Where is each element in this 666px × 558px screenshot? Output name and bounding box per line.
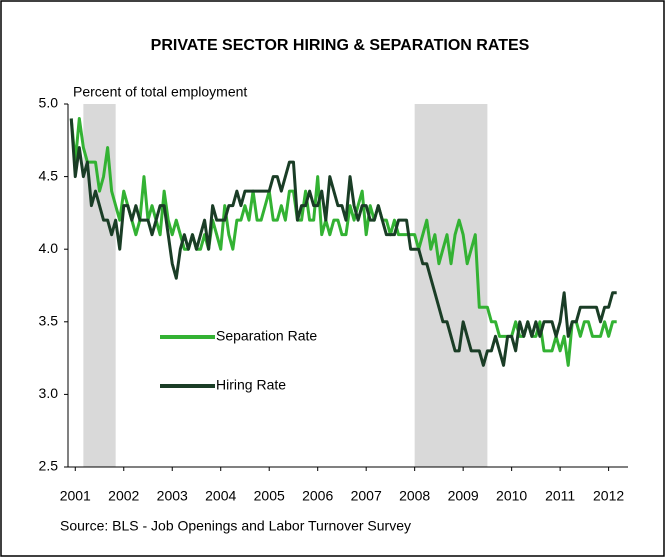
x-tick-label: 2008 — [399, 488, 430, 504]
x-tick-label: 2009 — [448, 488, 479, 504]
x-tick-label: 2011 — [545, 488, 575, 504]
shaded-period — [414, 104, 488, 467]
chart-title: PRIVATE SECTOR HIRING & SEPARATION RATES — [151, 37, 530, 54]
y-tick-label: 4.0 — [39, 240, 59, 256]
x-tick-label: 2001 — [60, 488, 91, 504]
y-tick-label: 3.5 — [39, 313, 59, 329]
x-tick-label: 2005 — [254, 488, 285, 504]
y-tick-label: 2.5 — [39, 458, 59, 474]
source-note: Source: BLS - Job Openings and Labor Tur… — [60, 518, 411, 534]
legend-label: Hiring Rate — [216, 377, 286, 393]
legend-label: Separation Rate — [216, 328, 317, 344]
x-tick-label: 2002 — [108, 488, 139, 504]
x-tick-label: 2007 — [351, 488, 382, 504]
x-tick-label: 2006 — [302, 488, 333, 504]
series-line — [69, 118, 617, 367]
x-tick-label: 2012 — [593, 488, 624, 504]
y-tick-label: 4.5 — [39, 167, 59, 183]
x-tick-label: 2004 — [205, 488, 236, 504]
shaded-period — [83, 104, 116, 467]
x-tick-label: 2003 — [157, 488, 188, 504]
y-axis-label: Percent of total employment — [73, 84, 247, 100]
y-tick-label: 3.0 — [39, 385, 59, 401]
y-tick-label: 5.0 — [39, 95, 59, 111]
x-tick-label: 2010 — [496, 488, 527, 504]
